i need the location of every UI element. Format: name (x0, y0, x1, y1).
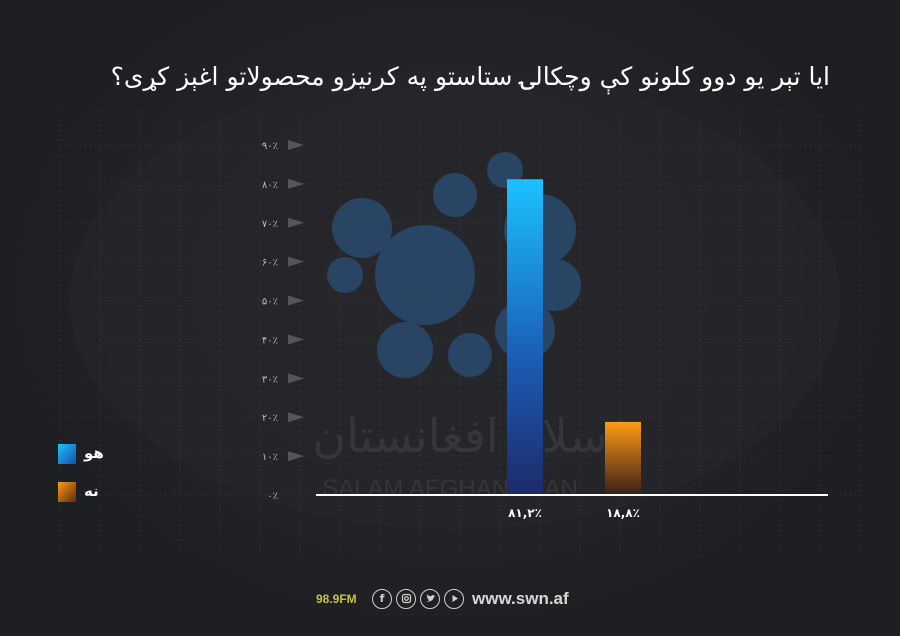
youtube-icon[interactable] (444, 589, 464, 609)
y-tick-label: ۹۰٪ (262, 141, 278, 152)
y-tick-marker (288, 451, 304, 462)
y-tick-label: ۲۰٪ (262, 413, 278, 424)
y-tick-label: ۱۰٪ (262, 452, 278, 463)
legend-swatch-no (58, 482, 76, 502)
y-tick-marker (288, 256, 304, 267)
y-tick-label: ۳۰٪ (262, 374, 278, 385)
y-tick-marker (288, 373, 304, 384)
globe-shape (70, 70, 840, 530)
y-tick-label: ۵۰٪ (262, 297, 278, 308)
y-tick-marker (288, 295, 304, 306)
y-tick-label: ۴۰٪ (262, 335, 278, 346)
instagram-icon[interactable] (396, 589, 416, 609)
y-tick-label: ۰٪ (267, 491, 278, 502)
bar-chart: ۰٪ ۱۰٪ ۲۰٪ ۳۰٪ ۴۰٪ ۵۰٪ ۶۰٪ ۷۰٪ ۸۰٪ ۹۰٪ ۸۱,۲٪ ۱۸,۸٪ (262, 140, 828, 520)
y-tick-marker (288, 412, 304, 423)
bar-no (605, 421, 641, 495)
y-tick-marker (288, 334, 304, 345)
chart-title: ایا تېر یو دوو کلونو کې وچکالۍ ستاستو په… (110, 62, 830, 91)
facebook-icon[interactable]: f (372, 589, 392, 609)
y-tick-marker (288, 178, 304, 189)
y-tick-label: ۷۰٪ (262, 219, 278, 230)
y-tick-marker (288, 217, 304, 228)
legend-swatch-yes (58, 444, 76, 464)
bar-value-label: ۱۸,۸٪ (606, 506, 640, 520)
watermark-brand-fa: سلام افغانستان (312, 409, 608, 463)
legend-label-no: نه (84, 482, 99, 500)
radio-frequency: 98.9FM (316, 592, 357, 606)
bar-value-label: ۸۱,۲٪ (508, 506, 542, 520)
twitter-icon[interactable] (420, 589, 440, 609)
y-tick-marker (288, 140, 304, 150)
bar-yes (507, 179, 543, 495)
website-link[interactable]: www.swn.af (472, 589, 569, 608)
y-tick-label: ۶۰٪ (262, 258, 278, 269)
legend-label-yes: هو (84, 444, 104, 462)
y-tick-label: ۸۰٪ (262, 180, 278, 191)
